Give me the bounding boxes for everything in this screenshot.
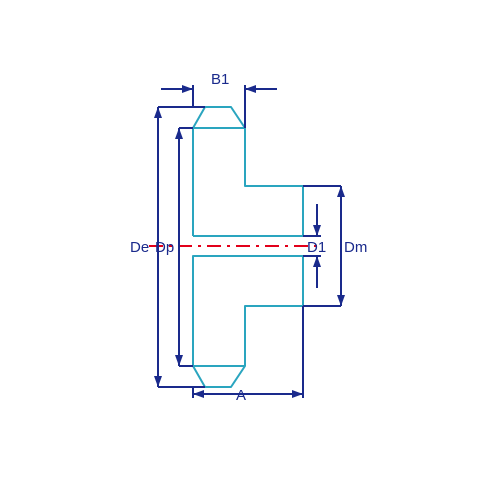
label-a: A	[236, 387, 246, 404]
label-dp: Dp	[155, 239, 174, 256]
label-b1: B1	[211, 71, 229, 88]
label-de: De	[130, 239, 149, 256]
label-d1: D1	[307, 239, 326, 256]
label-dm: Dm	[344, 239, 367, 256]
